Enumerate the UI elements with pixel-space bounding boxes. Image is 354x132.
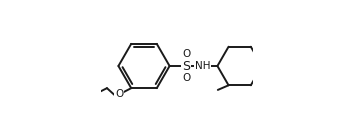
Text: NH: NH: [195, 61, 210, 71]
Text: O: O: [182, 49, 190, 59]
Text: O: O: [182, 73, 190, 83]
Text: O: O: [115, 89, 124, 99]
Text: S: S: [182, 60, 190, 72]
